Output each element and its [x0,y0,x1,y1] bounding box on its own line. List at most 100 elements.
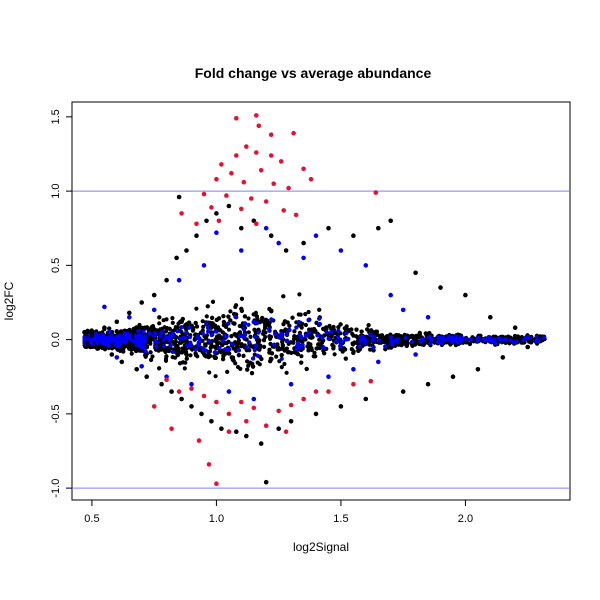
data-point [251,396,257,402]
bg-point [317,316,322,321]
bg-point [439,341,444,346]
data-point [400,307,406,313]
data-point [239,248,244,253]
data-point [268,233,274,238]
bg-point [247,348,252,353]
bg-point [279,365,284,370]
data-point [201,263,207,268]
bg-point [139,333,144,338]
bg-point [210,299,216,304]
data-point [537,334,543,339]
bg-point [177,336,182,341]
bg-point [306,309,311,315]
data-point [276,426,282,432]
bg-point [219,335,224,340]
bg-point [179,325,184,330]
bg-point [292,329,297,334]
bg-point [136,329,141,334]
bg-point [529,340,534,345]
data-point [164,277,169,283]
data-point [263,199,269,204]
bg-point [207,338,212,343]
bg-point [284,370,289,375]
bg-point [231,346,236,351]
data-point [209,419,214,424]
data-point [326,225,331,231]
bg-point [175,329,180,334]
bg-point [486,336,491,341]
bg-point [253,334,258,339]
bg-point [273,332,278,337]
bg-point [259,356,264,362]
bg-point [251,356,256,361]
bg-point [317,346,322,351]
bg-point [201,324,206,329]
data-point [151,404,157,409]
data-point [450,374,456,380]
x-tick-label: 2.0 [458,513,473,525]
bg-point [315,333,320,338]
data-point [234,116,239,121]
bg-point [326,333,331,338]
bg-point [233,333,238,338]
bg-point [226,339,231,344]
bg-point [350,342,356,347]
bg-point [276,335,281,340]
bg-point [207,349,213,354]
data-point [114,355,120,360]
bg-point [221,314,226,319]
bg-point [164,354,169,359]
bg-point [354,327,359,332]
data-point [139,300,144,305]
bg-point [324,330,329,335]
bg-point [317,322,322,327]
bg-point [153,338,158,343]
bg-point [403,336,408,341]
bg-point [238,333,243,339]
data-point [159,381,164,387]
data-point [283,429,289,435]
bg-point [404,343,409,348]
bg-point [170,320,175,325]
data-point [268,132,274,137]
bg-point [343,337,348,342]
data-point [512,325,518,331]
data-point [525,344,530,350]
bg-point [257,343,262,348]
bg-point [282,361,287,367]
data-point [179,396,184,402]
bg-point [161,338,166,343]
data-point [239,399,244,405]
bg-point [188,353,193,358]
bg-point [296,319,301,325]
bg-point [525,334,530,339]
bg-point [215,325,221,330]
bg-point [245,367,250,372]
data-point [373,190,379,195]
x-tick-label: 0.5 [84,513,99,525]
bg-point [110,334,115,339]
bg-point [210,321,215,326]
bg-point [314,346,319,351]
bg-point [175,325,180,330]
bg-point [409,339,414,345]
bg-point [203,343,208,348]
data-point [351,381,356,387]
bg-point [107,326,112,331]
bg-point [129,351,134,356]
bg-point [460,337,465,342]
bg-point [358,334,364,340]
data-point [151,307,157,313]
bg-point [284,346,289,351]
bg-point [307,330,312,335]
bg-point [163,358,169,363]
bg-point [220,338,225,343]
y-tick-label: -0.5 [50,404,62,423]
bg-point [185,343,190,348]
bg-point [299,360,304,365]
bg-point [170,316,175,321]
data-point [139,364,144,369]
bg-point [207,370,212,375]
bg-point [533,338,538,344]
bg-point [493,341,498,346]
